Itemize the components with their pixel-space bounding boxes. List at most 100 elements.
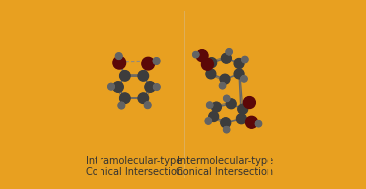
Circle shape [209,112,219,122]
Circle shape [155,60,157,62]
Circle shape [225,128,228,131]
Circle shape [210,61,212,63]
Circle shape [221,53,231,63]
Circle shape [154,84,160,90]
Circle shape [108,84,114,90]
Circle shape [146,61,149,64]
Circle shape [220,75,229,84]
Circle shape [209,72,212,74]
Circle shape [209,104,210,105]
Circle shape [224,127,229,132]
Circle shape [225,128,228,131]
Circle shape [122,95,127,100]
Circle shape [116,85,119,88]
Circle shape [223,55,229,61]
Circle shape [223,119,228,125]
Circle shape [139,94,146,101]
Circle shape [221,85,223,86]
Circle shape [205,62,209,66]
Circle shape [239,116,242,120]
Circle shape [243,58,246,60]
Circle shape [200,54,202,56]
Circle shape [247,118,255,126]
Circle shape [206,102,213,108]
Circle shape [246,117,256,127]
Circle shape [208,103,212,107]
Circle shape [156,60,157,61]
Circle shape [202,59,212,69]
Circle shape [242,57,248,62]
Circle shape [155,60,157,61]
Circle shape [145,103,150,107]
Circle shape [138,93,148,103]
Circle shape [119,103,123,107]
Circle shape [141,95,145,100]
Circle shape [257,122,259,124]
Circle shape [113,82,123,92]
Circle shape [236,114,246,124]
Circle shape [213,104,219,109]
Circle shape [228,100,234,107]
Circle shape [123,74,125,76]
Circle shape [238,62,239,63]
Circle shape [147,84,152,89]
Text: Intermolecular-type: Intermolecular-type [177,156,273,166]
Circle shape [221,118,230,127]
Circle shape [225,128,228,131]
Circle shape [245,98,253,106]
Circle shape [141,74,144,76]
Circle shape [123,73,126,77]
Circle shape [227,50,231,53]
Circle shape [140,95,145,100]
Circle shape [242,57,247,62]
Circle shape [116,53,121,58]
Circle shape [156,86,157,87]
Circle shape [225,57,227,58]
Circle shape [115,53,122,59]
Text: Conical Intersection: Conical Intersection [176,167,273,177]
Circle shape [222,54,230,62]
Circle shape [116,59,122,65]
Circle shape [226,99,236,109]
Circle shape [243,78,244,79]
Circle shape [123,74,126,76]
Circle shape [226,49,232,55]
Circle shape [229,101,233,105]
Circle shape [148,85,151,88]
Circle shape [227,100,235,107]
Circle shape [238,73,239,74]
Circle shape [209,60,213,64]
Circle shape [246,117,257,128]
Circle shape [194,53,197,56]
Circle shape [116,60,121,64]
Circle shape [204,61,209,66]
Text: Intramolecular-type: Intramolecular-type [86,156,182,166]
Circle shape [109,85,112,87]
Circle shape [228,50,230,53]
Circle shape [242,76,246,81]
Circle shape [224,56,227,59]
Circle shape [214,105,217,108]
Circle shape [143,58,153,69]
Circle shape [227,49,232,54]
Circle shape [117,61,119,63]
Circle shape [211,114,216,119]
Circle shape [208,104,211,106]
Circle shape [207,70,214,77]
Circle shape [238,72,239,74]
Circle shape [139,71,147,80]
Circle shape [142,74,143,76]
Circle shape [224,96,229,101]
Circle shape [209,112,218,121]
Circle shape [245,98,254,107]
Circle shape [118,55,119,56]
Circle shape [243,58,246,61]
Circle shape [236,60,241,65]
Circle shape [141,96,144,99]
Circle shape [225,128,227,130]
Circle shape [248,118,254,125]
Circle shape [207,102,212,108]
Circle shape [225,96,228,100]
Circle shape [235,70,243,77]
Circle shape [117,60,120,63]
